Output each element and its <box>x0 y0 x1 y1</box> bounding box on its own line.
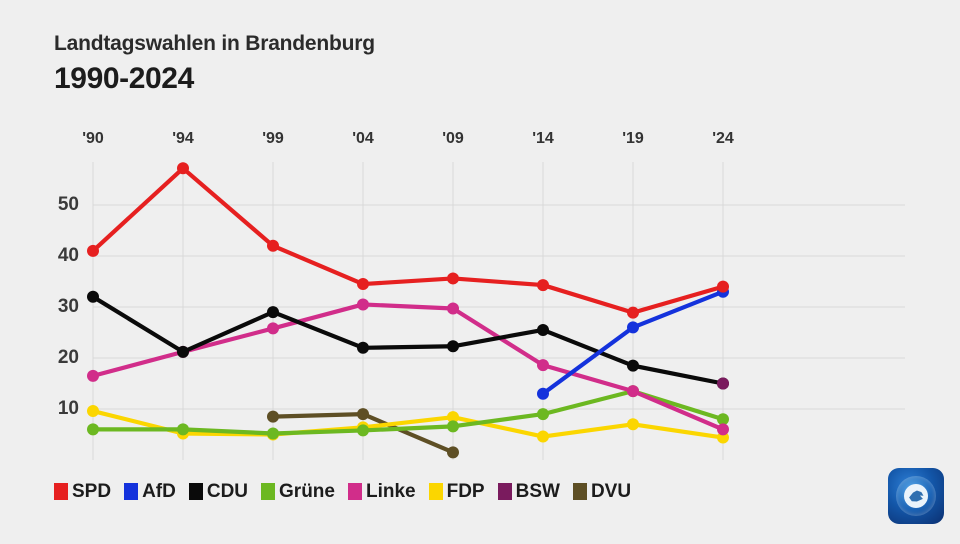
chart-legend: SPD AfD CDU Grüne Linke FDP BSW DVU <box>54 482 631 501</box>
data-point-linke <box>447 302 459 315</box>
data-point-spd <box>537 279 549 292</box>
line-chart: 10 20 30 40 50 '90 '94 '99 '04 '09 '14 '19 '24 <box>0 130 960 470</box>
data-point-cdu <box>87 290 99 303</box>
data-point-cdu <box>177 345 189 358</box>
data-point-spd <box>87 244 99 257</box>
y-axis-tick-label: 20 <box>57 347 79 368</box>
data-point-grüne <box>267 427 279 440</box>
data-point-spd <box>267 239 279 252</box>
data-point-grüne <box>447 420 459 433</box>
series-line-linke <box>90 302 726 432</box>
data-point-grüne <box>717 413 729 426</box>
legend-item-fdp[interactable]: FDP <box>428 481 485 502</box>
data-point-linke <box>87 369 99 382</box>
y-axis-tick-label: 30 <box>57 296 79 317</box>
legend-item-grüne[interactable]: Grüne <box>261 482 335 501</box>
x-axis-tick-label: '19 <box>622 130 644 147</box>
legend-label: FDP <box>446 481 485 502</box>
series-line-fdp <box>90 408 726 440</box>
data-point-grüne <box>177 423 189 436</box>
legend-swatch-icon <box>261 483 276 500</box>
data-point-afd <box>537 387 549 400</box>
legend-label: AfD <box>142 481 176 502</box>
data-point-spd <box>357 278 369 291</box>
chart-subtitle: Landtagswahlen in Brandenburg <box>54 32 375 55</box>
x-axis-tick-label: '24 <box>712 130 734 147</box>
legend-label: DVU <box>590 481 632 502</box>
legend-swatch-icon <box>428 483 443 500</box>
data-point-grüne <box>87 423 99 436</box>
x-axis-tick-label: '90 <box>82 130 104 147</box>
legend-label: BSW <box>515 481 560 502</box>
data-point-cdu <box>627 359 639 372</box>
legend-item-dvu[interactable]: DVU <box>572 481 632 502</box>
legend-swatch-icon <box>347 483 362 500</box>
legend-item-afd[interactable]: AfD <box>124 482 176 501</box>
data-point-cdu <box>357 341 369 354</box>
series-line-cdu <box>90 294 726 386</box>
y-axis-tick-label: 10 <box>57 398 79 419</box>
data-point-linke <box>627 385 639 398</box>
chart-plot-area <box>87 162 905 460</box>
page-title: 1990-2024 <box>54 62 194 95</box>
data-point-grüne <box>357 424 369 437</box>
data-point-fdp <box>447 411 459 424</box>
logo-inner-disc <box>904 484 928 508</box>
x-axis-tick-label: '04 <box>352 130 374 147</box>
data-point-cdu <box>537 323 549 336</box>
data-point-cdu <box>267 306 279 319</box>
data-point-fdp <box>87 405 99 418</box>
legend-label: Linke <box>365 481 416 502</box>
y-axis-tick-label: 40 <box>57 245 79 266</box>
tagesschau-logo-icon <box>888 468 944 524</box>
legend-item-cdu[interactable]: CDU <box>188 481 249 502</box>
data-point-dvu <box>447 446 459 459</box>
legend-item-bsw[interactable]: BSW <box>497 481 560 502</box>
data-point-fdp <box>537 430 549 443</box>
legend-swatch-icon <box>572 483 587 500</box>
data-point-grüne <box>537 408 549 421</box>
data-point-spd <box>177 162 189 175</box>
data-point-spd <box>717 280 729 293</box>
logo-bird-glyph <box>909 490 924 502</box>
legend-swatch-icon <box>54 483 68 500</box>
data-point-bsw <box>717 377 729 390</box>
series-line-grüne <box>90 389 726 436</box>
data-point-linke <box>717 423 729 436</box>
x-axis-tick-label: '09 <box>442 130 464 147</box>
chart-header: Landtagswahlen in Brandenburg 1990-2024 <box>54 30 375 98</box>
data-point-dvu <box>267 410 279 423</box>
legend-label: CDU <box>206 481 249 502</box>
x-axis-tick-label: '14 <box>532 130 554 147</box>
data-point-linke <box>537 359 549 372</box>
data-point-spd <box>447 272 459 285</box>
legend-item-spd[interactable]: SPD <box>54 482 111 501</box>
legend-swatch-icon <box>124 483 139 500</box>
data-point-dvu <box>357 408 369 421</box>
series-line-spd <box>90 166 726 315</box>
data-point-fdp <box>627 418 639 431</box>
legend-swatch-icon <box>188 483 203 500</box>
legend-swatch-icon <box>497 483 512 500</box>
x-axis-tick-label: '99 <box>262 130 284 147</box>
x-axis-tick-label: '94 <box>172 130 194 147</box>
data-point-afd <box>627 321 639 334</box>
legend-label: Grüne <box>279 481 335 502</box>
data-point-cdu <box>447 340 459 353</box>
y-axis-tick-label: 50 <box>57 194 79 215</box>
data-point-linke <box>357 298 369 311</box>
data-point-linke <box>267 322 279 335</box>
data-point-spd <box>627 306 639 319</box>
legend-label: SPD <box>72 481 112 502</box>
legend-item-linke[interactable]: Linke <box>347 481 416 502</box>
